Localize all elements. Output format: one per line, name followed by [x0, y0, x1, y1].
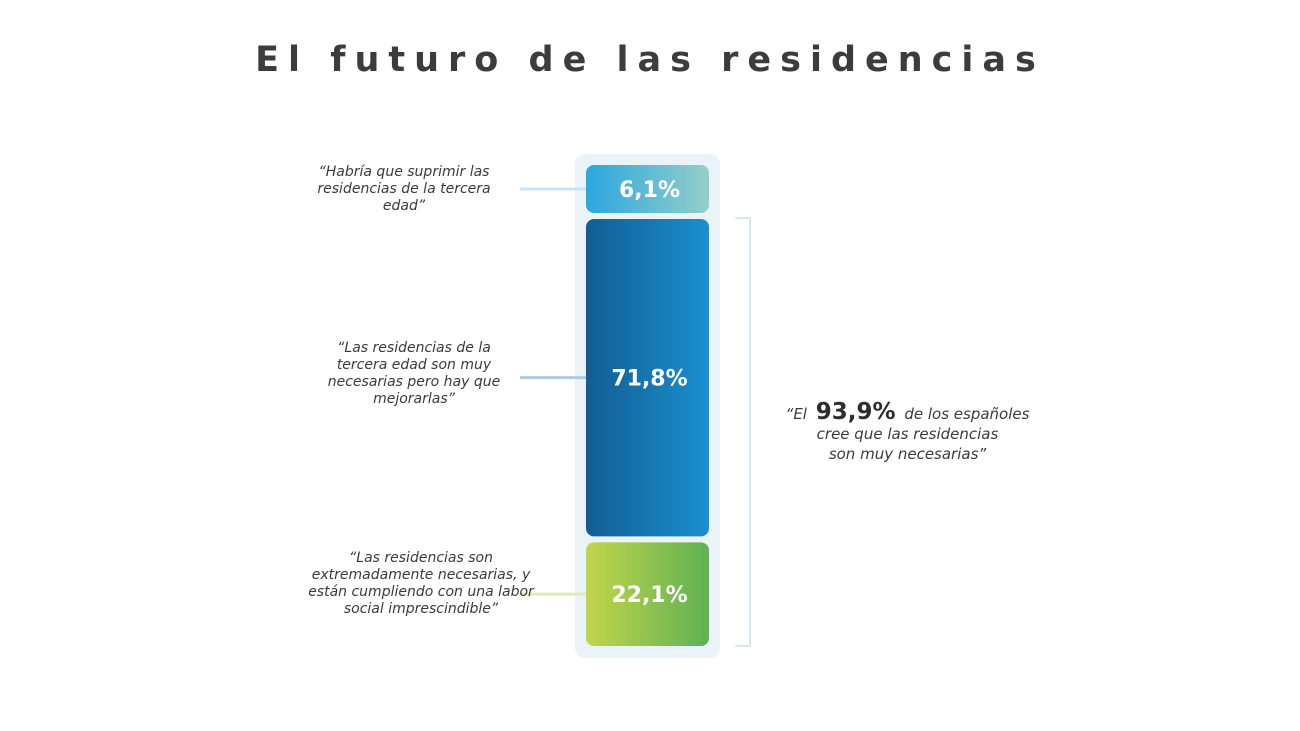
segment-value-label-0: 6,1%	[619, 178, 680, 203]
summary-bracket	[735, 217, 751, 647]
bar-segment-1	[586, 219, 709, 537]
summary-line3: son muy necesarias”	[828, 445, 987, 463]
segment-value-label-2: 22,1%	[611, 583, 687, 608]
summary-annotation: “El 93,9% de los españoles cree que las …	[770, 399, 1045, 464]
quote-suprimir: “Habría que suprimir las residencias de …	[317, 164, 491, 214]
summary-suffix: de los españoles	[904, 405, 1030, 423]
bar-segment-0	[586, 165, 709, 213]
summary-value: 93,9%	[815, 399, 896, 425]
quote-mejorarlas: “Las residencias de la tercera edad son …	[327, 340, 501, 407]
summary-prefix: “El	[785, 405, 807, 423]
segment-value-label-1: 71,8%	[611, 367, 687, 392]
summary-line2: cree que las residencias	[816, 425, 999, 443]
bar-segment-2	[586, 542, 709, 646]
chart-title: El futuro de las residencias	[255, 40, 1045, 80]
quote-necesarias: “Las residencias son extremadamente nece…	[308, 550, 534, 617]
